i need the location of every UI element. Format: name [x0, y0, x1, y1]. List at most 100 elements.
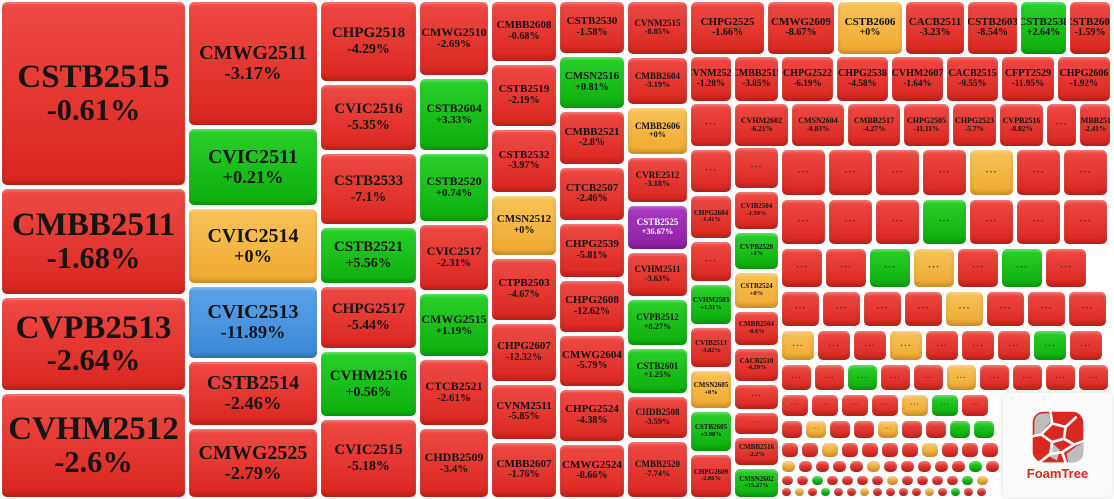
treemap-tile[interactable] — [887, 476, 898, 485]
tile-cvnm2515[interactable]: CVNM2515 -8.85% — [628, 2, 687, 54]
tile-chpg2517[interactable]: CHPG2517 -5.44% — [321, 287, 416, 348]
treemap-tile[interactable]: ··· — [829, 200, 872, 244]
treemap-tile[interactable]: ··· — [735, 148, 778, 188]
treemap-tile[interactable]: ··· — [782, 395, 808, 416]
tile-cstb2519[interactable]: CSTB2519 -2.19% — [492, 65, 556, 126]
treemap-tile[interactable]: ··· — [923, 150, 966, 195]
treemap-tile[interactable] — [862, 443, 878, 457]
tile-chpg2538[interactable]: CHPG2538 -4.58% — [837, 57, 888, 101]
treemap-tile[interactable]: ··· — [782, 365, 811, 390]
treemap-tile[interactable]: ··· — [902, 421, 922, 438]
treemap-tile[interactable] — [782, 488, 791, 496]
treemap-tile[interactable] — [942, 443, 958, 457]
treemap-tile[interactable]: ··· — [970, 200, 1013, 244]
treemap-tile[interactable]: ··· — [974, 421, 994, 438]
tile-cstb2515[interactable]: CSTB2515 -0.61% — [2, 2, 185, 185]
tile-cvre2512[interactable]: CVRE2512 -3.18% — [628, 158, 687, 202]
tile-cmbb2515[interactable]: CMBB2515-3.85% — [735, 57, 778, 101]
treemap-tile[interactable] — [899, 488, 908, 496]
tile-cvic2515[interactable]: CVIC2515 -5.18% — [321, 420, 416, 497]
treemap-tile[interactable] — [782, 461, 795, 472]
tile-cstb2530[interactable]: CSTB2530 -1.58% — [560, 2, 624, 53]
treemap-tile[interactable] — [938, 488, 947, 496]
tile-cvic2516[interactable]: CVIC2516 -5.35% — [321, 85, 416, 150]
treemap-tile[interactable] — [932, 476, 943, 485]
tile-chpg2522[interactable]: CHPG2522 -6.19% — [782, 57, 833, 101]
treemap-tile[interactable] — [902, 443, 918, 457]
tile-cmbb2518[interactable]: CMBB2518-2.41% — [1080, 104, 1110, 146]
treemap-tile[interactable]: ··· — [691, 104, 731, 146]
treemap-tile[interactable]: ··· — [782, 200, 825, 244]
tile-chdb2508[interactable]: CHDB2508 -3.59% — [628, 397, 687, 438]
treemap-tile[interactable]: ··· — [735, 413, 778, 434]
treemap-tile[interactable] — [886, 488, 895, 496]
tile-cstb2514[interactable]: CSTB2514 -2.46% — [189, 362, 317, 425]
treemap-tile[interactable]: ··· — [905, 292, 942, 326]
tile-chpg2607[interactable]: CHPG2607 -12.32% — [492, 324, 556, 381]
treemap-tile[interactable]: ··· — [691, 242, 731, 281]
treemap-tile[interactable] — [812, 476, 823, 485]
treemap-tile[interactable]: ··· — [914, 365, 943, 390]
tile-cmbb2607[interactable]: CMBB2607 -1.76% — [492, 443, 556, 497]
treemap-tile[interactable]: ··· — [1079, 365, 1108, 390]
treemap-tile[interactable] — [917, 476, 928, 485]
treemap-tile[interactable]: ··· — [946, 292, 983, 326]
tile-chpg2539[interactable]: CHPG2539 -5.81% — [560, 224, 624, 277]
treemap-tile[interactable]: ··· — [947, 365, 976, 390]
treemap-tile[interactable]: ··· — [870, 249, 910, 287]
treemap-tile[interactable]: ··· — [691, 150, 731, 192]
tile-cmsn2602[interactable]: CMSN2602 +15.27% — [735, 469, 778, 497]
treemap-tile[interactable] — [918, 461, 931, 472]
tile-cmbb2608[interactable]: CMBB2608 -0.68% — [492, 2, 556, 61]
tile-cstb2525[interactable]: CSTB2525 +36.67% — [628, 206, 687, 249]
treemap-tile[interactable]: ··· — [1046, 365, 1075, 390]
treemap-tile[interactable] — [884, 461, 897, 472]
treemap-tile[interactable] — [860, 488, 869, 496]
treemap-tile[interactable]: ··· — [998, 331, 1030, 360]
treemap-tile[interactable] — [816, 461, 829, 472]
treemap-tile[interactable] — [977, 476, 988, 485]
tile-chpg2608[interactable]: CHPG2608 -12.62% — [560, 281, 624, 332]
tile-cvib2504[interactable]: CVIB2504 -1.59% — [735, 192, 778, 229]
tile-cstb2521[interactable]: CSTB2521 +5.56% — [321, 228, 416, 283]
treemap-tile[interactable] — [901, 461, 914, 472]
treemap-tile[interactable]: ··· — [1002, 249, 1042, 287]
treemap-tile[interactable] — [882, 443, 898, 457]
tile-cvhm2602[interactable]: CVHM2602 -6.21% — [735, 104, 788, 146]
tile-cstb2605[interactable]: CSTB2605 +3.98% — [691, 412, 731, 451]
treemap-tile[interactable] — [808, 488, 817, 496]
tile-cstb2606[interactable]: CSTB2606 +0% — [838, 2, 902, 54]
treemap-tile[interactable] — [821, 488, 830, 496]
tile-cvhm2607[interactable]: CVHM2607 -1.64% — [892, 57, 943, 101]
tile-cmwg2511[interactable]: CMWG2511 -3.17% — [189, 2, 317, 125]
tile-cvpb2528[interactable]: CVPB2528 +1% — [735, 233, 778, 269]
treemap-tile[interactable] — [982, 443, 998, 457]
treemap-tile[interactable]: ··· — [881, 365, 910, 390]
treemap-tile[interactable]: ··· — [923, 200, 966, 244]
tile-cvnm2511[interactable]: CVNM2511 -5.85% — [492, 385, 556, 439]
tile-cvhm2516[interactable]: CVHM2516 +0.56% — [321, 352, 416, 416]
treemap-tile[interactable] — [964, 488, 973, 496]
tile-cstb2520[interactable]: CSTB2520 +0.74% — [420, 154, 488, 221]
tile-ctcb2521[interactable]: CTCB2521 -2.61% — [420, 360, 488, 425]
tile-cvpb2516[interactable]: CVPB2516 -8.82% — [1000, 104, 1043, 146]
tile-chpg2524[interactable]: CHPG2524 -4.38% — [560, 390, 624, 441]
treemap-tile[interactable]: ··· — [1070, 331, 1102, 360]
tile-chpg2518[interactable]: CHPG2518 -4.29% — [321, 2, 416, 81]
treemap-tile[interactable] — [986, 461, 999, 472]
tile-chpg2505[interactable]: CHPG2505 -11.11% — [904, 104, 949, 146]
tile-cvhm2512[interactable]: CVHM2512 -2.6% — [2, 394, 185, 497]
treemap-tile[interactable] — [947, 476, 958, 485]
tile-cstb2604[interactable]: CSTB2604 +3.33% — [420, 79, 488, 150]
tile-cmsn2604[interactable]: CMSN2604 -0.83% — [792, 104, 844, 146]
treemap-tile[interactable]: ··· — [987, 292, 1024, 326]
tile-cacb2511[interactable]: CACB2511 -3.23% — [906, 2, 964, 54]
treemap-tile[interactable]: ··· — [876, 200, 919, 244]
treemap-tile[interactable]: ··· — [1028, 292, 1065, 326]
treemap-tile[interactable]: ··· — [1034, 331, 1066, 360]
tile-cvic2514[interactable]: CVIC2514 +0% — [189, 209, 317, 283]
tile-chpg2609[interactable]: CHPG2609 -2.86% — [691, 455, 731, 497]
tile-cmbb2520[interactable]: CMBB2520 -7.74% — [628, 442, 687, 497]
tile-chpg2523[interactable]: CHPG2523 -5.7% — [953, 104, 996, 146]
treemap-tile[interactable]: ··· — [854, 421, 874, 438]
